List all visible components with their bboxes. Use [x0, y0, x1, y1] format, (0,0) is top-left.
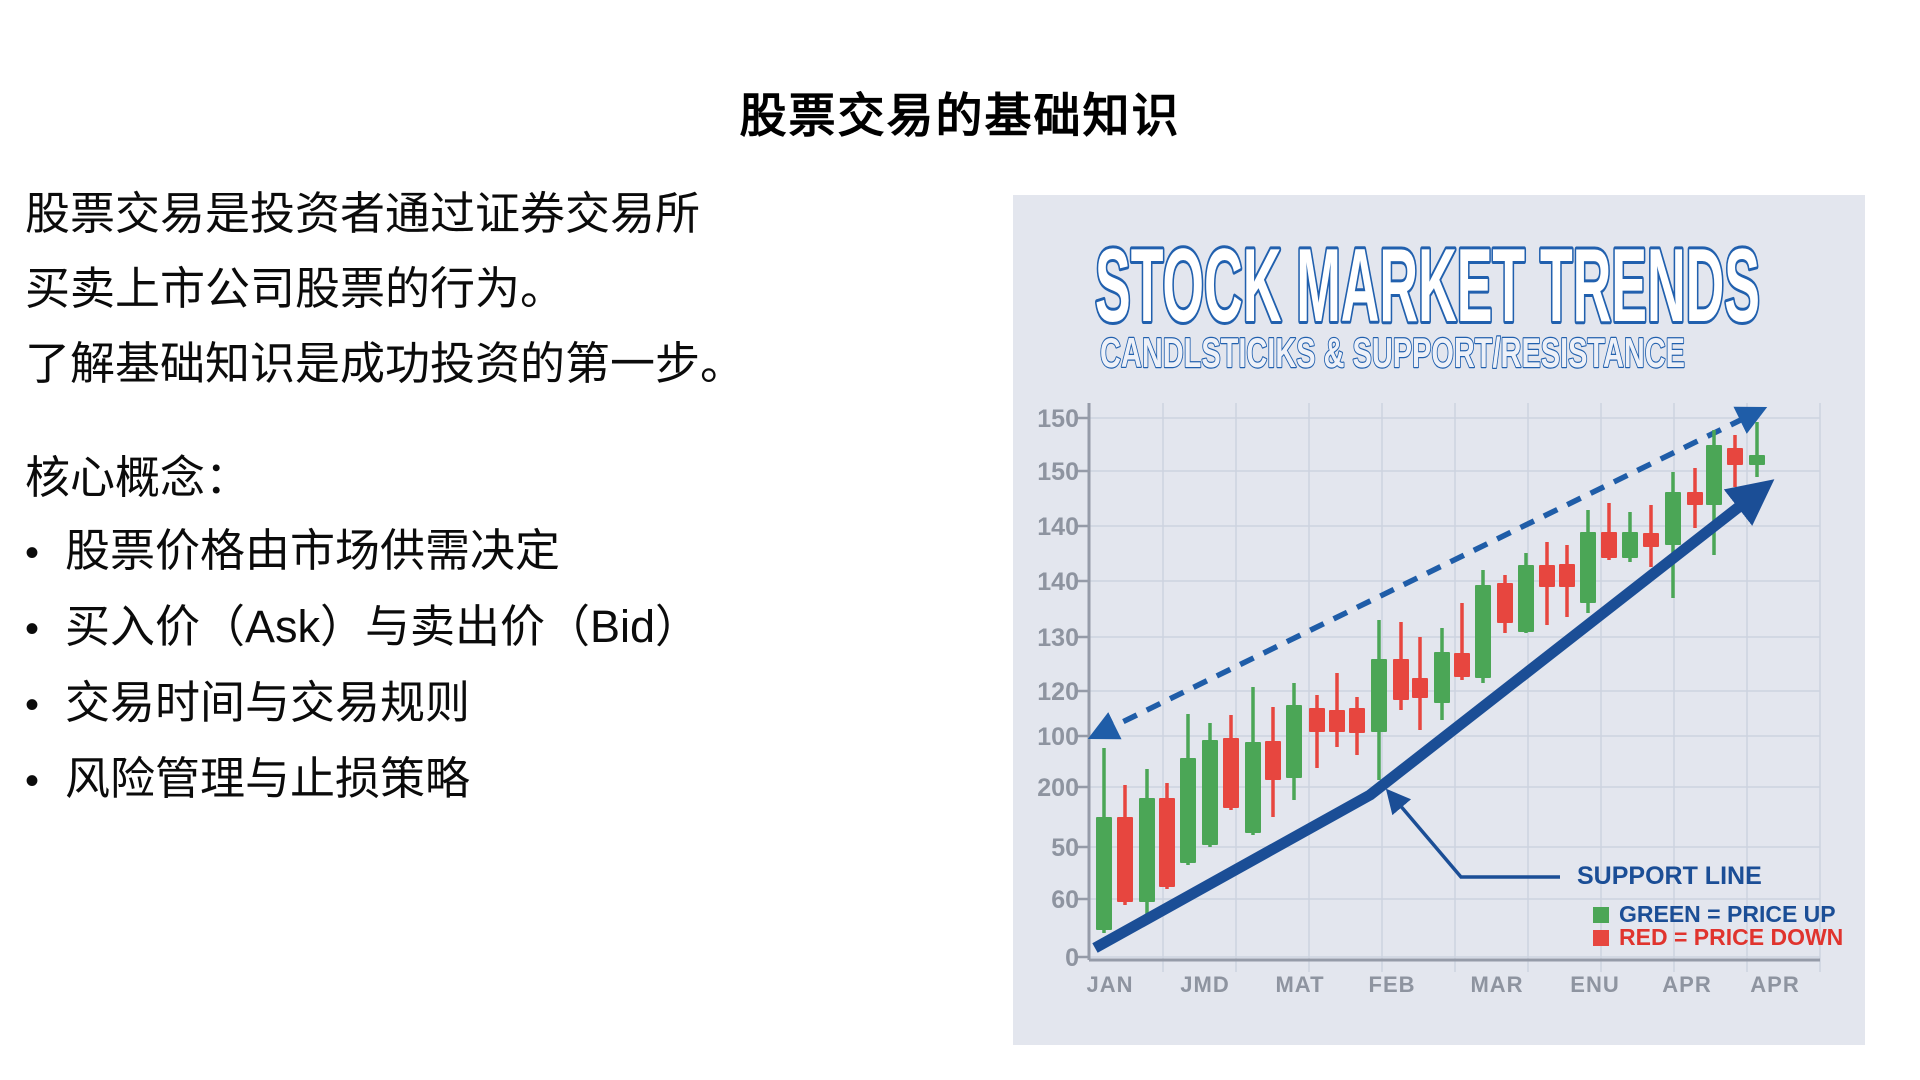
- intro-paragraph: 股票交易是投资者通过证券交易所 买卖上市公司股票的行为。 了解基础知识是成功投资…: [25, 176, 745, 401]
- x-tick-label: APR: [1750, 972, 1799, 997]
- y-tick-label: 100: [1037, 723, 1079, 751]
- y-tick-label: 120: [1037, 678, 1079, 706]
- candlestick-up: [1139, 769, 1155, 923]
- x-tick-label: MAT: [1275, 972, 1324, 997]
- key-concepts-section: 核心概念： • 股票价格由市场供需决定 • 买入价（Ask）与卖出价（Bid） …: [25, 441, 700, 818]
- support-callout-arrow: [1385, 788, 1560, 879]
- candlestick-up: [1622, 512, 1638, 562]
- candlestick-down: [1159, 783, 1175, 889]
- candlestick-down: [1309, 695, 1325, 768]
- intro-line: 了解基础知识是成功投资的第一步。: [25, 338, 746, 389]
- support-trendline: [1092, 479, 1775, 953]
- list-item: • 风险管理与止损策略: [25, 742, 700, 818]
- y-tick-label: 60: [1051, 886, 1079, 914]
- stock-market-trends-image: 150 150 140 140 130 120 100 200 50 60 0 JAN JMD MAT FE…: [1013, 195, 1865, 1045]
- candlestick-down: [1223, 715, 1239, 810]
- bullet-icon: •: [25, 683, 40, 727]
- candlestick-up: [1286, 683, 1302, 800]
- chart-title: STOCK MARKET TRENDS: [1095, 228, 1760, 344]
- list-item-text: 买入价（Ask）与卖出价（Bid）: [65, 601, 701, 652]
- candlestick-down: [1265, 707, 1281, 817]
- candlestick-up: [1749, 422, 1765, 477]
- x-tick-label: FEB: [1369, 972, 1416, 997]
- candlestick-up: [1371, 620, 1387, 780]
- list-item: • 交易时间与交易规则: [25, 666, 700, 742]
- y-tick-label: 150: [1037, 405, 1079, 433]
- candlestick-down: [1559, 545, 1575, 617]
- candlestick-up: [1518, 553, 1534, 633]
- candlestick-up: [1434, 628, 1450, 720]
- x-tick-label: MAR: [1470, 972, 1523, 997]
- y-tick-label: 140: [1037, 513, 1079, 541]
- candlestick-up: [1706, 430, 1722, 555]
- list-item: • 买入价（Ask）与卖出价（Bid）: [25, 590, 700, 666]
- candlestick-down: [1393, 622, 1409, 710]
- candlestick-up: [1665, 472, 1681, 598]
- legend-label: RED = PRICE DOWN: [1619, 924, 1843, 950]
- candlestick-up: [1245, 687, 1261, 835]
- x-tick-label: JAN: [1086, 972, 1133, 997]
- candlestick-down: [1454, 603, 1470, 680]
- intro-line: 买卖上市公司股票的行为。: [25, 263, 566, 314]
- candlestick-up: [1096, 748, 1112, 933]
- candlestick-down: [1643, 505, 1659, 567]
- y-tick-label: 150: [1037, 458, 1079, 486]
- y-tick-label: 200: [1037, 774, 1079, 802]
- bullet-icon: •: [25, 531, 40, 575]
- candlestick-down: [1117, 785, 1133, 905]
- x-tick-label: JMD: [1180, 972, 1229, 997]
- legend-swatch: [1593, 907, 1609, 923]
- support-line-label: SUPPORT LINE: [1577, 862, 1762, 890]
- legend-label: GREEN = PRICE UP: [1619, 901, 1836, 927]
- stock-chart-svg: 150 150 140 140 130 120 100 200 50 60 0 JAN JMD MAT FE…: [1037, 225, 1843, 997]
- candlestick-up: [1580, 510, 1596, 613]
- x-tick-label: ENU: [1570, 972, 1619, 997]
- candlestick-down: [1601, 503, 1617, 560]
- y-tick-label: 130: [1037, 624, 1079, 652]
- x-axis-labels: JAN JMD MAT FEB MAR ENU APR APR: [1086, 972, 1799, 997]
- x-tick-label: APR: [1662, 972, 1711, 997]
- resistance-trendline: [1087, 406, 1768, 740]
- intro-line: 股票交易是投资者通过证券交易所: [25, 188, 701, 239]
- key-concepts-heading: 核心概念：: [25, 452, 251, 503]
- y-tick-label: 50: [1051, 834, 1079, 862]
- candlestick-down: [1329, 673, 1345, 747]
- list-item-text: 风险管理与止损策略: [65, 753, 471, 804]
- candlestick-up: [1180, 714, 1196, 865]
- candlestick-up: [1475, 570, 1491, 683]
- candlestick-down: [1727, 435, 1743, 487]
- candlestick-down: [1412, 637, 1428, 730]
- legend-swatch: [1593, 930, 1609, 946]
- candlestick-down: [1349, 697, 1365, 755]
- y-tick-label: 0: [1065, 944, 1079, 972]
- page-title: 股票交易的基础知识: [739, 89, 1181, 143]
- list-item-text: 交易时间与交易规则: [65, 677, 471, 728]
- bullet-icon: •: [25, 607, 40, 651]
- candles-group: [1096, 422, 1765, 933]
- y-axis-labels: 150 150 140 140 130 120 100 200 50 60 0: [1037, 405, 1079, 972]
- list-item-text: 股票价格由市场供需决定: [65, 525, 561, 576]
- candlestick-down: [1539, 542, 1555, 625]
- list-item: • 股票价格由市场供需决定: [25, 514, 700, 590]
- chart-subtitle: CANDLSTICIKS & SUPPORT/RESISTANCE: [1100, 329, 1685, 376]
- y-tick-label: 140: [1037, 568, 1079, 596]
- bullet-icon: •: [25, 759, 40, 803]
- candlestick-up: [1202, 723, 1218, 847]
- candlestick-down: [1687, 468, 1703, 528]
- candlestick-down: [1497, 575, 1513, 633]
